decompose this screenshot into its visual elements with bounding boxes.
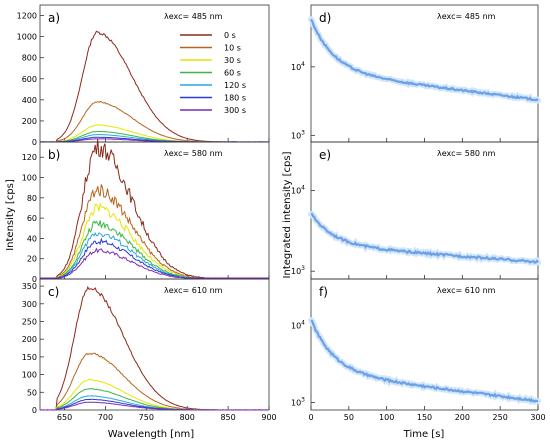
panel-c: 0 50 100 150 200 250 300 350 650 700 750 800 850 900 c… — [22, 278, 277, 422]
y-tick-label: 400 — [22, 96, 37, 105]
panel-f: 103 104 0 50 100 150 200 250 300 f) λexc= 610 nm — [291, 278, 546, 422]
excitation-label: λexc= 485 nm — [437, 12, 496, 21]
y-tick-label: 0 — [32, 275, 37, 284]
legend-entry: 10 s — [224, 44, 241, 53]
panel-letter: d) — [319, 11, 331, 25]
legend-entry: 30 s — [224, 56, 241, 65]
decay-curve — [310, 213, 539, 264]
y-tick-label: 1000 — [17, 33, 37, 42]
legend-entry: 180 s — [224, 94, 246, 103]
legend-entry: 0 s — [224, 31, 236, 40]
panel-letter: e) — [319, 148, 331, 162]
x-tick-label: 850 — [220, 413, 235, 422]
y-tick-label: 800 — [22, 54, 37, 63]
x-tick-label: 50 — [344, 413, 354, 422]
y-tick-label: 40 — [27, 234, 37, 243]
excitation-label: λexc= 485 nm — [164, 12, 223, 21]
panel-letter: f) — [319, 285, 328, 299]
y-tick-label: 0 — [32, 406, 37, 415]
decay-error-band — [308, 16, 541, 104]
x-tick-label: 200 — [455, 413, 470, 422]
panel-letter: c) — [48, 285, 59, 299]
decay-curve — [310, 18, 539, 102]
y-tick-exponent: 3 — [301, 397, 305, 404]
decay-curve — [310, 319, 539, 403]
decay-error-band — [308, 317, 541, 406]
legend-entry: 120 s — [224, 81, 246, 90]
panel-a: 0 200 400 600 800 1000 1200 a) λexc= 485 nm 0 s 10… — [17, 4, 270, 147]
y-tick-label: 200 — [22, 335, 37, 344]
y-tick-label: 300 — [22, 300, 37, 309]
y-tick-label: 150 — [22, 353, 37, 362]
y-tick-label: 250 — [22, 317, 37, 326]
left-y-axis-label: Intensity [cps] — [5, 179, 16, 251]
y-tick-label: 1200 — [17, 12, 37, 21]
y-tick-label: 80 — [27, 194, 37, 203]
right-x-axis-label: Time [s] — [403, 429, 445, 440]
y-tick-label: 350 — [22, 282, 37, 291]
y-tick-label: 103 — [291, 129, 305, 140]
x-tick-label: 700 — [98, 413, 113, 422]
series-line-300s — [40, 247, 269, 279]
y-tick-exponent: 3 — [301, 129, 305, 136]
x-tick-label: 300 — [530, 413, 545, 422]
y-tick-label: 20 — [27, 255, 37, 264]
x-tick-label: 650 — [57, 413, 72, 422]
y-tick-label: 60 — [27, 214, 37, 223]
x-tick-label: 0 — [308, 413, 313, 422]
y-tick-exponent: 4 — [301, 185, 305, 192]
y-tick-label: 120 — [22, 153, 37, 162]
plot-frame — [39, 278, 270, 411]
y-tick-label: 100 — [22, 174, 37, 183]
x-tick-label: 750 — [139, 413, 154, 422]
right-y-axis-label: Integrated intensity [cps] — [282, 151, 293, 278]
x-tick-label: 800 — [180, 413, 195, 422]
legend-entry: 60 s — [224, 69, 241, 78]
y-tick-label: 104 — [291, 185, 305, 196]
excitation-label: λexc= 580 nm — [437, 149, 496, 158]
y-tick-label: 600 — [22, 75, 37, 84]
y-tick-label: 103 — [291, 397, 305, 408]
x-tick-label: 150 — [417, 413, 432, 422]
legend-entry: 300 s — [224, 106, 246, 115]
y-tick-label: 103 — [291, 265, 305, 276]
excitation-label: λexc= 610 nm — [437, 286, 496, 295]
panel-letter: b) — [48, 148, 60, 162]
y-tick-label: 104 — [291, 61, 305, 72]
y-tick-label: 100 — [22, 371, 37, 380]
y-tick-label: 0 — [32, 138, 37, 147]
panel-b: 0 20 40 60 80 100 120 b) λexc= 580 nm — [22, 139, 270, 284]
y-tick-label: 50 — [27, 388, 37, 397]
y-tick-exponent: 4 — [301, 319, 305, 326]
y-tick-label: 104 — [291, 319, 305, 330]
x-tick-label: 900 — [261, 413, 276, 422]
excitation-label: λexc= 610 nm — [164, 286, 223, 295]
x-tick-label: 100 — [379, 413, 394, 422]
y-tick-label: 200 — [22, 117, 37, 126]
panel-e: 103 104 e) λexc= 580 nm — [291, 141, 541, 280]
left-x-axis-label: Wavelength [nm] — [108, 429, 194, 440]
excitation-label: λexc= 580 nm — [164, 149, 223, 158]
panel-letter: a) — [48, 11, 60, 25]
x-tick-label: 250 — [493, 413, 508, 422]
plot-frame — [310, 4, 539, 143]
series-line-0s — [40, 139, 269, 279]
y-tick-exponent: 4 — [301, 61, 305, 68]
y-tick-exponent: 3 — [301, 265, 305, 272]
series-line-300s — [40, 401, 269, 411]
panel-d: 103 104 d) λexc= 485 nm — [291, 4, 541, 143]
